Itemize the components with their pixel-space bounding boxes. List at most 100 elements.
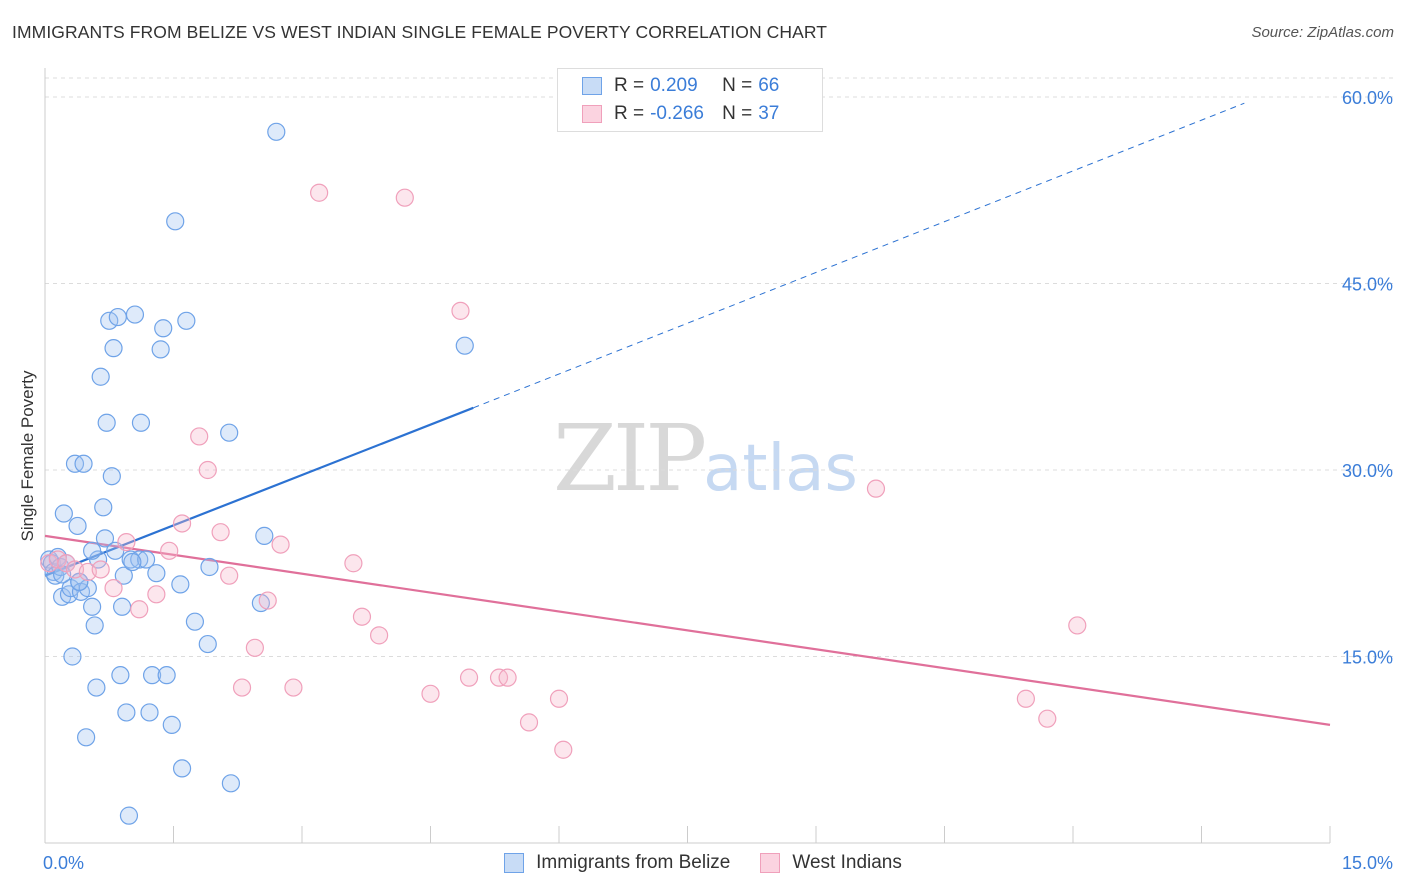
point-belize	[171, 575, 190, 594]
point-belize	[125, 305, 145, 324]
point-west-indians	[459, 668, 479, 687]
point-west-indians	[258, 591, 277, 610]
point-belize	[200, 557, 219, 577]
point-west-indians	[271, 535, 290, 554]
point-belize	[198, 634, 217, 654]
chart-title: IMMIGRANTS FROM BELIZE VS WEST INDIAN SI…	[12, 22, 828, 42]
tick-labels: 15.0% 30.0% 45.0% 60.0% 0.0% 15.0% Single Fema…	[18, 88, 1393, 873]
legend-row-west-indians: R = -0.266 N = 37	[582, 101, 779, 127]
point-west-indians	[310, 183, 329, 202]
stats-legend: R = 0.209 N = 66 R = -0.266 N = 37	[557, 68, 823, 132]
point-belize	[112, 597, 132, 616]
point-west-indians	[220, 566, 239, 585]
point-belize	[136, 550, 156, 569]
point-west-indians	[554, 740, 573, 759]
trend-line-west-indians	[44, 534, 1331, 726]
point-belize	[185, 612, 205, 631]
point-belize	[177, 311, 196, 330]
legend-label-west-indians: West Indians	[792, 852, 902, 873]
y-tick-label: 60.0%	[1342, 88, 1393, 108]
point-west-indians	[866, 479, 886, 498]
point-belize	[111, 666, 130, 685]
point-belize	[147, 564, 166, 583]
axes	[44, 68, 1331, 844]
point-west-indians	[147, 585, 166, 604]
y-axis-label: Single Female Poverty	[18, 370, 37, 542]
point-west-indians	[130, 600, 149, 619]
point-west-indians	[395, 188, 414, 207]
legend-swatch-belize	[582, 77, 602, 95]
point-belize	[63, 647, 82, 666]
point-belize	[166, 212, 185, 231]
point-belize	[455, 336, 474, 355]
point-west-indians	[284, 678, 303, 697]
legend-r-value: -0.266	[650, 103, 704, 124]
watermark-atlas: atlas	[703, 432, 858, 506]
point-belize	[87, 678, 106, 697]
point-belize	[117, 703, 136, 722]
point-west-indians	[421, 684, 440, 703]
point-west-indians	[451, 301, 470, 320]
point-west-indians	[190, 427, 209, 446]
trend-lines	[44, 102, 1331, 726]
point-belize	[220, 423, 239, 442]
series-legend: Immigrants from Belize West Indians	[0, 852, 1406, 874]
legend-r-label: R =	[614, 75, 645, 96]
legend-n-value: 37	[758, 103, 780, 124]
point-west-indians	[1038, 709, 1057, 728]
legend-n-value: 66	[758, 75, 780, 96]
point-belize	[131, 413, 151, 432]
point-belize	[85, 616, 104, 635]
point-belize	[172, 759, 192, 778]
point-west-indians	[549, 689, 569, 708]
point-belize	[157, 666, 176, 685]
point-belize	[123, 552, 142, 572]
x-tick-label: 15.0%	[1342, 853, 1393, 873]
point-belize	[140, 703, 159, 722]
point-west-indians	[104, 579, 123, 598]
point-belize	[130, 550, 149, 569]
source-label: Source: ZipAtlas.com	[1251, 24, 1394, 41]
point-west-indians	[117, 533, 136, 552]
trend-line-belize	[44, 406, 474, 577]
legend-swatch-west-indians	[582, 105, 602, 123]
point-belize	[114, 566, 133, 585]
point-belize	[95, 529, 115, 548]
point-west-indians	[245, 638, 264, 657]
point-belize	[251, 593, 270, 613]
point-west-indians	[344, 554, 363, 573]
point-belize	[151, 340, 170, 359]
point-belize	[77, 728, 96, 747]
x-tick-label: 0.0%	[43, 853, 84, 873]
point-belize	[83, 597, 102, 616]
legend-r-label: R =	[614, 103, 645, 124]
point-belize	[94, 498, 113, 517]
y-tick-label: 30.0%	[1342, 461, 1393, 481]
point-west-indians	[352, 607, 372, 626]
legend-item-west-indians: West Indians	[760, 852, 902, 874]
y-tick-label: 45.0%	[1342, 275, 1393, 295]
point-west-indians	[172, 514, 192, 533]
grid	[45, 77, 1395, 657]
point-west-indians	[498, 668, 517, 687]
watermark: ZIPatlas	[553, 405, 858, 512]
point-west-indians	[1068, 616, 1087, 635]
point-west-indians	[519, 713, 539, 732]
legend-swatch-west-indians	[760, 853, 781, 873]
legend-item-belize: Immigrants from Belize	[504, 852, 730, 874]
point-west-indians	[91, 560, 110, 579]
point-west-indians	[198, 460, 217, 480]
point-west-indians	[160, 541, 179, 560]
point-belize	[108, 307, 127, 327]
point-west-indians	[1016, 689, 1035, 708]
point-belize	[255, 526, 274, 545]
point-belize	[119, 806, 139, 825]
legend-label-belize: Immigrants from Belize	[536, 852, 731, 873]
point-belize	[221, 774, 240, 793]
point-belize	[154, 319, 173, 338]
watermark-zip: ZIP	[553, 405, 707, 512]
point-west-indians	[370, 626, 389, 645]
data-points	[40, 122, 1087, 825]
point-belize	[104, 339, 123, 358]
